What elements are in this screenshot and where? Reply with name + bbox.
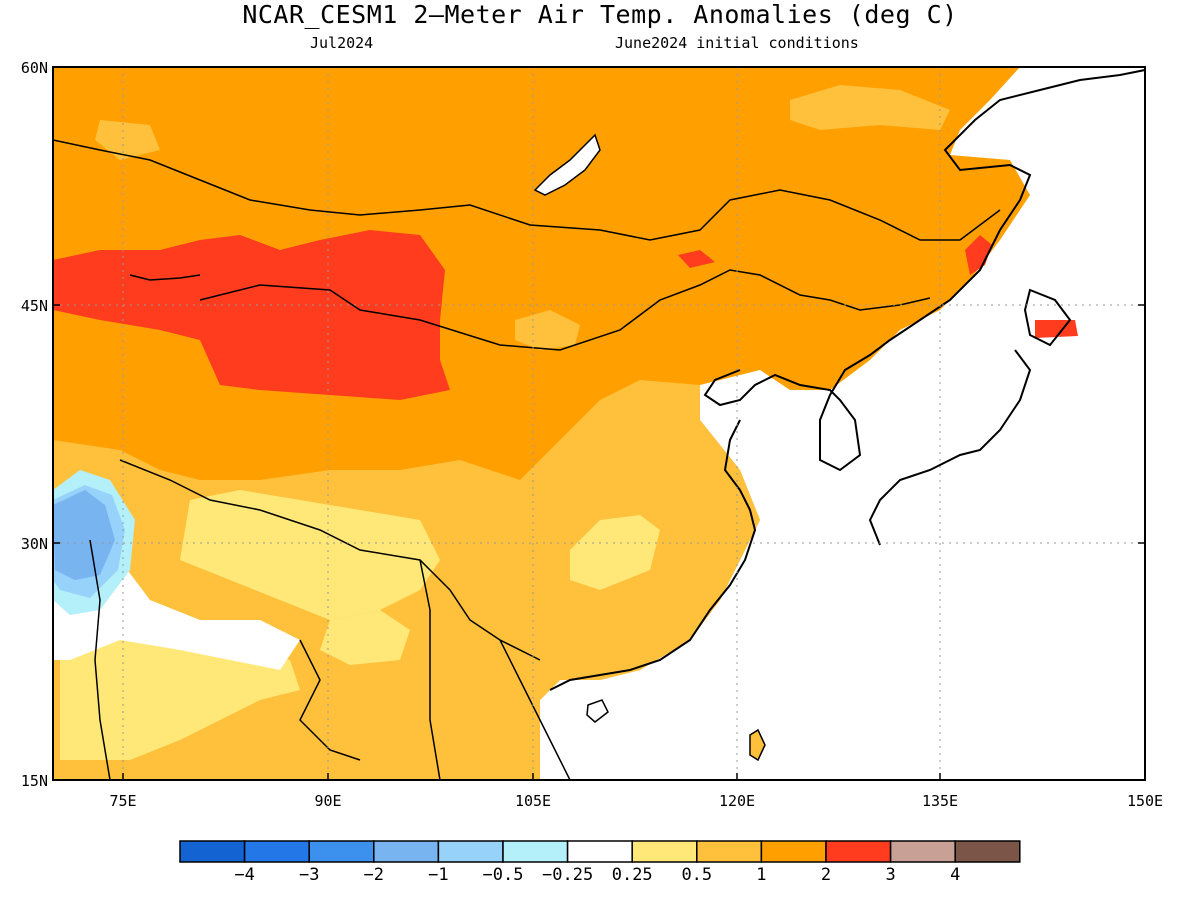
colorbar-box [889, 840, 956, 863]
lat-label-45n: 45N [21, 297, 48, 315]
coastline [549, 69, 1145, 691]
lake-baikal [533, 133, 601, 196]
lat-label-30n: 30N [21, 535, 48, 553]
anomaly-region-neg-1 [53, 490, 115, 580]
anomaly-region-0.25-0.5-bay [320, 610, 410, 665]
colorbar-label: 1 [756, 865, 766, 885]
anomaly-region-2-3-mongolia-lake [678, 250, 715, 268]
lat-label-15n: 15N [21, 772, 48, 790]
balkhash-lake [129, 274, 201, 281]
colorbar-label: 2 [821, 865, 831, 885]
colorbar-box [308, 840, 375, 863]
colorbar-label: 3 [885, 865, 895, 885]
colorbar-label: 0.5 [681, 865, 712, 885]
taiwan [749, 728, 766, 762]
colorbar-label: −3 [299, 865, 319, 885]
lon-label-105e: 105E [515, 792, 551, 810]
colorbar-label: −0.25 [542, 865, 593, 885]
anomaly-region-0.25-0.5-tibet [180, 490, 440, 620]
colorbar-box [954, 840, 1021, 863]
colorbar-label: 4 [950, 865, 960, 885]
colorbar-box [760, 840, 827, 863]
colorbar-box [179, 840, 246, 863]
anomaly-region-2-3-central-asia [53, 230, 450, 400]
lon-label-90e: 90E [314, 792, 341, 810]
colorbar-box [696, 840, 763, 863]
colorbar-box [243, 840, 310, 863]
map-title: NCAR_CESM1 2—Meter Air Temp. Anomalies (… [242, 0, 958, 29]
anomaly-region-0.5-1-north-b [95, 120, 160, 160]
colorbar-label: −1 [428, 865, 448, 885]
colorbar-labels: −4 −3 −2 −1 −0.5 −0.25 0.25 0.5 1 2 3 4 [234, 865, 960, 885]
lon-label-75e: 75E [109, 792, 136, 810]
graticule [53, 67, 1145, 780]
colorbar-box [502, 840, 569, 863]
country-borders [53, 139, 1001, 780]
colorbar-box [566, 840, 633, 863]
colorbar-label: 0.25 [612, 865, 653, 885]
anomaly-region-0.5-1-north [790, 85, 950, 130]
lon-label-135e: 135E [922, 792, 958, 810]
anomaly-region-0.25-0.5-china [570, 515, 660, 590]
lat-label-60n: 60N [21, 59, 48, 77]
lon-label-120e: 120E [719, 792, 755, 810]
forecast-month-label: Jul2024 [310, 34, 374, 52]
hainan [586, 699, 609, 723]
japan-coastline [868, 288, 1072, 546]
initial-conditions-label: June2024 initial conditions [615, 34, 859, 52]
colorbar-box [825, 840, 892, 863]
map-frame [52, 66, 1146, 781]
colorbar-label: −2 [364, 865, 384, 885]
colorbar-label: −4 [234, 865, 254, 885]
colorbar-label: −0.5 [483, 865, 524, 885]
axis-ticks [53, 304, 1145, 780]
colorbar-box [373, 840, 440, 863]
colorbar-boxes [179, 840, 1021, 863]
lon-label-150e: 150E [1127, 792, 1163, 810]
anomaly-region-0.5-1-mongolia [515, 310, 580, 350]
colorbar-box [437, 840, 504, 863]
anomaly-region-2-3-manchuria [965, 235, 992, 275]
colorbar-box [631, 840, 698, 863]
